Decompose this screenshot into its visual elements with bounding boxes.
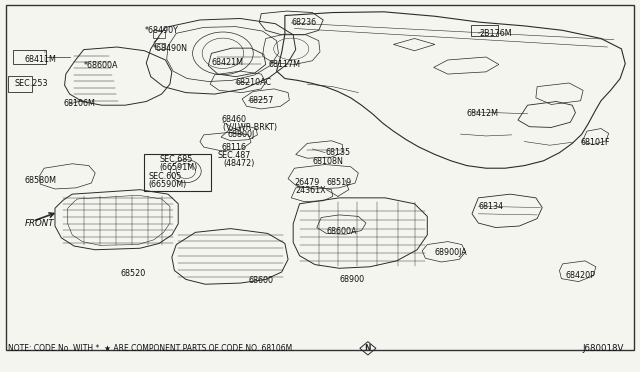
Text: 68900JA: 68900JA bbox=[435, 248, 468, 257]
Text: N: N bbox=[365, 344, 371, 353]
Text: 68519: 68519 bbox=[326, 178, 351, 187]
Text: 68257: 68257 bbox=[248, 96, 274, 105]
Text: *68490Y: *68490Y bbox=[145, 26, 179, 35]
Text: 68421M: 68421M bbox=[211, 58, 243, 67]
Text: (48472): (48472) bbox=[223, 159, 254, 168]
Bar bbox=[154, 30, 165, 38]
Text: 68106M: 68106M bbox=[63, 99, 95, 108]
Text: 68134: 68134 bbox=[478, 202, 504, 211]
Text: 68460: 68460 bbox=[221, 115, 246, 124]
Text: 68600: 68600 bbox=[248, 276, 273, 285]
Text: 68101F: 68101F bbox=[580, 138, 610, 147]
Text: 68117M: 68117M bbox=[269, 60, 301, 69]
Text: *68490N: *68490N bbox=[153, 44, 188, 53]
Text: 68600A: 68600A bbox=[326, 227, 357, 236]
Text: 68412M: 68412M bbox=[467, 109, 499, 118]
Text: 24361X: 24361X bbox=[296, 186, 326, 195]
Text: J680018V: J680018V bbox=[582, 344, 623, 353]
Bar bbox=[8, 76, 32, 92]
Text: SEC.605: SEC.605 bbox=[149, 172, 182, 181]
Text: 2B176M: 2B176M bbox=[479, 29, 512, 38]
Bar bbox=[13, 50, 46, 64]
Text: 68420P: 68420P bbox=[566, 271, 596, 280]
Text: 68236: 68236 bbox=[291, 19, 316, 28]
Text: 68520: 68520 bbox=[121, 269, 146, 278]
Text: *68600A: *68600A bbox=[84, 61, 118, 70]
Text: 68116: 68116 bbox=[221, 143, 246, 152]
Text: (66590M): (66590M) bbox=[149, 180, 187, 189]
Text: 68210AC: 68210AC bbox=[236, 78, 272, 87]
Text: 68580M: 68580M bbox=[25, 176, 57, 185]
Text: 68135: 68135 bbox=[325, 148, 350, 157]
Text: 26479: 26479 bbox=[294, 178, 320, 187]
Text: SEC.253: SEC.253 bbox=[15, 79, 48, 88]
Bar bbox=[156, 42, 166, 49]
Text: 68108N: 68108N bbox=[312, 157, 343, 166]
Bar bbox=[471, 25, 498, 36]
Text: FRONT: FRONT bbox=[25, 219, 54, 228]
Text: (66591M): (66591M) bbox=[159, 163, 197, 172]
Text: SEC.487: SEC.487 bbox=[218, 151, 251, 160]
Text: 68900: 68900 bbox=[339, 275, 364, 284]
Text: 68800J: 68800J bbox=[227, 130, 255, 140]
Text: 68411M: 68411M bbox=[25, 55, 57, 64]
Text: (V/LWR BRKT): (V/LWR BRKT) bbox=[223, 123, 277, 132]
Text: NOTE: CODE No. WITH *  ★ ARE COMPONENT PARTS OF CODE NO. 68106M.: NOTE: CODE No. WITH * ★ ARE COMPONENT PA… bbox=[8, 344, 295, 353]
Text: SEC.685: SEC.685 bbox=[159, 155, 193, 164]
